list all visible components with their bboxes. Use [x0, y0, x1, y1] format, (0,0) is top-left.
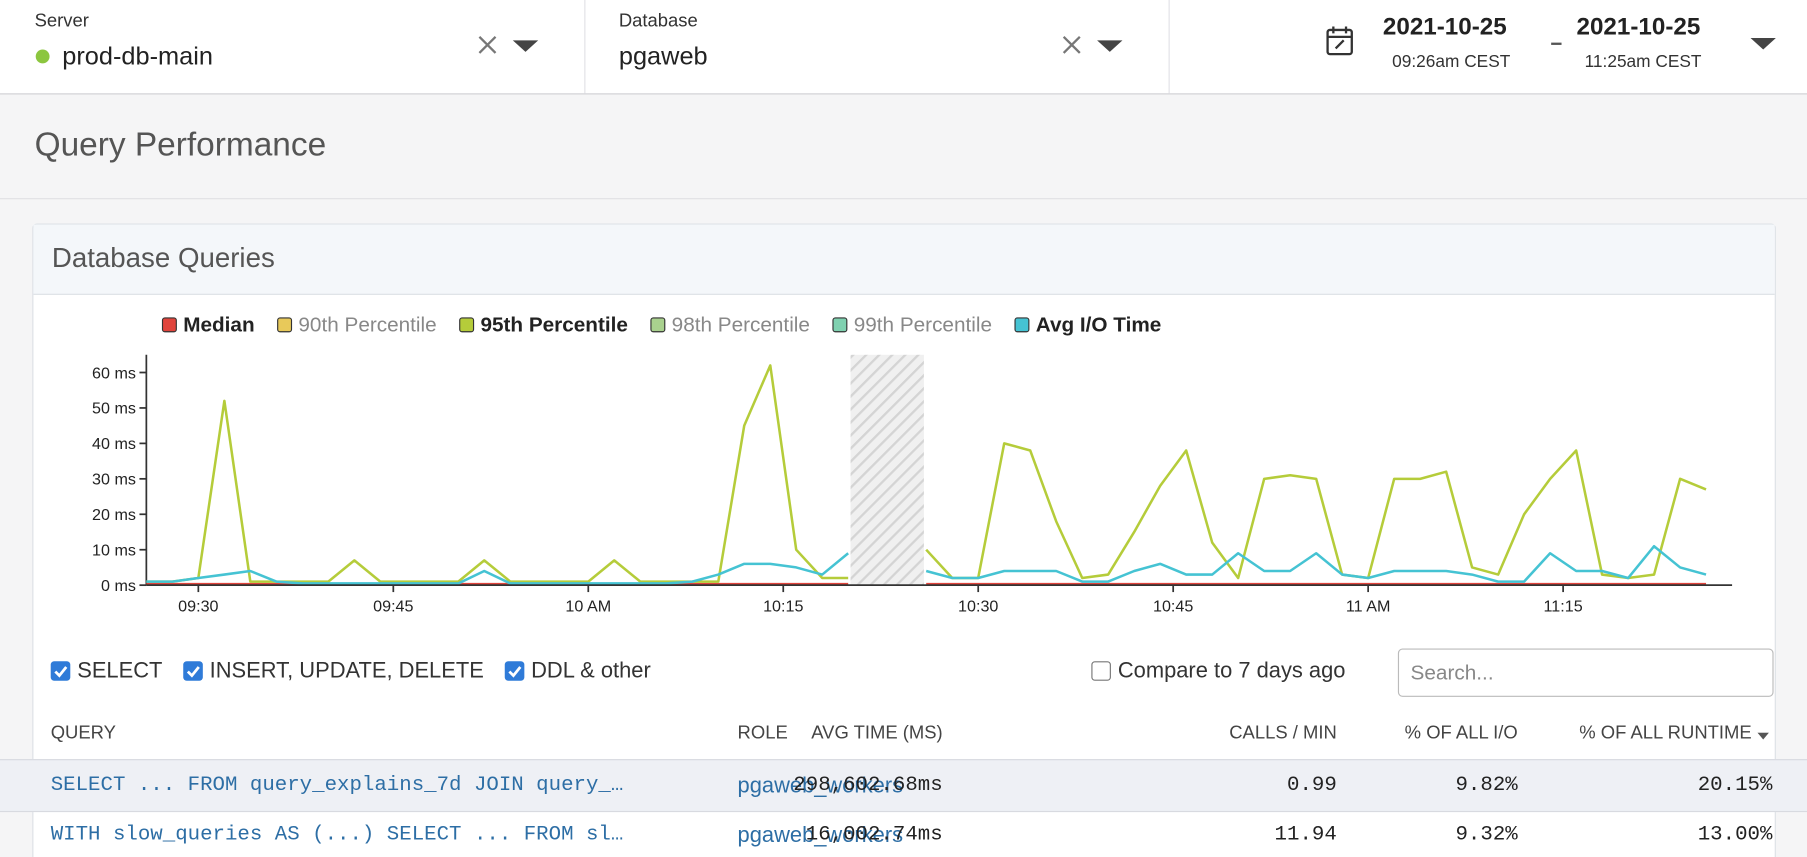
- x-tick-label: 10:15: [763, 598, 803, 616]
- x-tick-label: 09:30: [178, 598, 218, 616]
- server-label: Server: [34, 11, 89, 32]
- value-cell: 0.99: [1287, 774, 1337, 798]
- x-tick-label: 11:15: [1544, 598, 1583, 616]
- value-cell: 11.94: [1274, 823, 1337, 847]
- status-dot: [35, 49, 50, 64]
- legend-label: 90th Percentile: [298, 314, 436, 337]
- value-cell: 9.32%: [1455, 823, 1518, 847]
- column-header[interactable]: CALLS / MIN: [1229, 723, 1337, 743]
- column-header[interactable]: % OF ALL I/O: [1404, 723, 1518, 743]
- row-highlight: [0, 759, 1807, 813]
- check: [508, 666, 522, 678]
- filter-label: INSERT, UPDATE, DELETE: [209, 658, 484, 684]
- legend-swatch: [459, 317, 475, 333]
- range-dash: [1551, 42, 1562, 45]
- check: [54, 666, 68, 678]
- query-cell[interactable]: WITH slow_queries AS (...) SELECT ... FR…: [50, 823, 624, 847]
- checkbox[interactable]: [183, 661, 203, 681]
- y-tick-label: 50 ms: [92, 400, 136, 418]
- panel: Database Queries: [32, 223, 1776, 857]
- legend-item[interactable]: Avg I/O Time: [1014, 314, 1162, 337]
- panel-title: Database Queries: [51, 243, 275, 275]
- filter-label: SELECT: [77, 658, 163, 684]
- legend-item[interactable]: 98th Percentile: [650, 314, 810, 337]
- checkbox[interactable]: [50, 661, 71, 681]
- end-time[interactable]: 11:25am CEST: [1584, 51, 1702, 72]
- filter[interactable]: DDL & other: [504, 658, 651, 684]
- role-cell[interactable]: pgaweb_workers: [737, 774, 904, 799]
- checkbox[interactable]: [1091, 661, 1111, 681]
- y-tick-label: 30 ms: [92, 471, 136, 489]
- server-controls[interactable]: [475, 32, 540, 57]
- y-tick-label: 40 ms: [92, 435, 136, 453]
- check: [186, 666, 200, 678]
- compare-toggle[interactable]: Compare to 7 days ago: [1091, 659, 1345, 684]
- search-input[interactable]: Search...: [1397, 648, 1774, 697]
- legend-label: 98th Percentile: [672, 314, 810, 337]
- database-value[interactable]: pgaweb: [618, 41, 708, 71]
- legend-swatch: [161, 317, 177, 333]
- column-header[interactable]: % OF ALL RUNTIME: [1579, 723, 1752, 743]
- calendar-icon[interactable]: [1325, 25, 1355, 57]
- column-header[interactable]: ROLE: [737, 723, 788, 743]
- legend-swatch: [277, 317, 293, 333]
- value-cell: 9.82%: [1455, 774, 1518, 798]
- filters: SELECT INSERT, UPDATE, DELETE DDL & other: [50, 658, 672, 684]
- legend-swatch: [650, 317, 666, 333]
- filter-label: DDL & other: [531, 658, 651, 684]
- filter[interactable]: INSERT, UPDATE, DELETE: [183, 659, 484, 683]
- y-tick-label: 20 ms: [92, 506, 136, 524]
- start-date[interactable]: 2021-10-25: [1382, 13, 1507, 41]
- x-tick-label: 10 AM: [565, 598, 611, 616]
- y-tick-label: 10 ms: [92, 541, 136, 559]
- x-tick-label: 09:45: [373, 598, 413, 616]
- separator: [1168, 0, 1170, 94]
- value-cell: 298,602.68ms: [793, 774, 943, 798]
- x-tick-label: 11 AM: [1346, 598, 1391, 616]
- x-tick-label: 10:45: [1153, 598, 1193, 616]
- compare-label: Compare to 7 days ago: [1117, 658, 1346, 684]
- date-dropdown[interactable]: [1750, 37, 1776, 51]
- legend-swatch: [1014, 317, 1030, 333]
- series-line: [146, 544, 1707, 585]
- legend-swatch: [832, 317, 848, 333]
- legend-label: 99th Percentile: [854, 314, 992, 337]
- legend-label: Median: [183, 314, 254, 337]
- column-header[interactable]: AVG TIME (MS): [811, 723, 943, 743]
- divider: [0, 198, 1807, 200]
- missing-data: [850, 354, 924, 586]
- legend-item[interactable]: 95th Percentile: [459, 314, 628, 337]
- server-value[interactable]: prod-db-main: [62, 41, 214, 71]
- value-cell: 13.00%: [1697, 823, 1773, 847]
- separator: [584, 0, 586, 94]
- legend-item[interactable]: 90th Percentile: [277, 314, 437, 337]
- panel-header: [33, 224, 1775, 295]
- filter[interactable]: SELECT: [50, 658, 163, 684]
- query-cell[interactable]: SELECT ... FROM query_explains_7d JOIN q…: [50, 774, 624, 798]
- role-cell[interactable]: pgaweb_workers: [737, 823, 904, 848]
- column-header[interactable]: QUERY: [50, 723, 116, 743]
- database-label: Database: [618, 11, 698, 32]
- top-bar: [0, 0, 1807, 95]
- value-cell: 16,002.74ms: [805, 823, 943, 847]
- legend-item[interactable]: 99th Percentile: [832, 314, 992, 337]
- y-tick-label: 60 ms: [92, 364, 136, 382]
- legend-label: Avg I/O Time: [1036, 314, 1162, 337]
- series-line: [146, 364, 1707, 583]
- sort-arrow: [1757, 732, 1769, 740]
- legend-item[interactable]: Median: [161, 314, 255, 337]
- database-controls[interactable]: [1059, 32, 1124, 57]
- checkbox[interactable]: [504, 661, 525, 681]
- end-date[interactable]: 2021-10-25: [1576, 13, 1701, 41]
- x-tick-label: 10:30: [958, 598, 998, 616]
- y-tick-label: 0 ms: [101, 577, 136, 595]
- chart: 0 ms 10 ms 20 ms 30 ms 40 ms 50 ms 60 ms 09:30 0…: [92, 314, 1733, 616]
- value-cell: 20.15%: [1697, 774, 1773, 798]
- page-title: Query Performance: [34, 126, 327, 164]
- legend-label: 95th Percentile: [480, 314, 627, 337]
- start-time[interactable]: 09:26am CEST: [1392, 51, 1511, 72]
